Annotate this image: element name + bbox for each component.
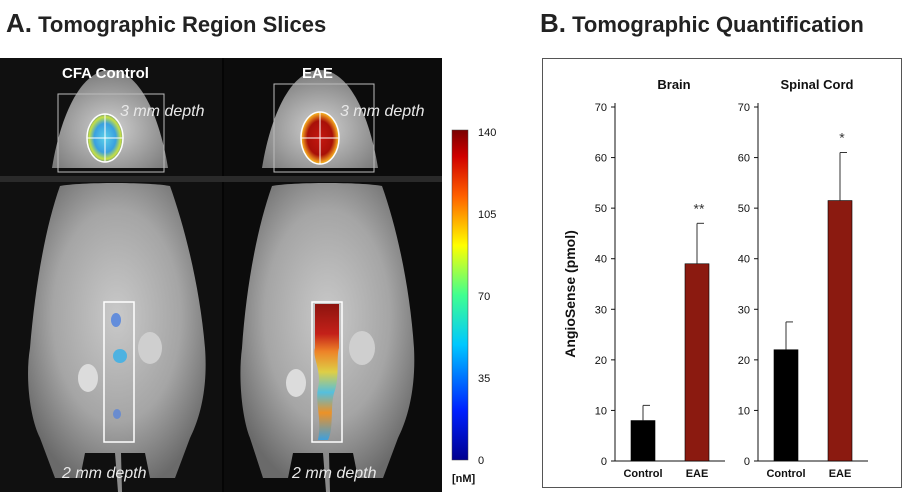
y-tick-label: 40 (738, 254, 750, 266)
y-tick-label: 50 (738, 203, 750, 215)
panel-a-title: A. Tomographic Region Slices (6, 8, 326, 39)
panel-b-title-text: Tomographic Quantification (572, 12, 864, 37)
bar-eae (827, 200, 853, 462)
control-cord-roi (103, 301, 135, 443)
chart-title-0: Brain (657, 77, 690, 92)
control-body (28, 183, 206, 492)
chart-frame: 0 10 20 30 40 50 60 70 Brain Control EAE ** AngioSen… (542, 58, 902, 488)
y-tick-label: 10 (595, 405, 607, 417)
y-tick-label: 70 (738, 102, 750, 114)
colorbar-tick-70: 70 (478, 291, 490, 303)
panel-a-letter: A. (6, 8, 32, 38)
y-tick-label: 60 (595, 153, 607, 165)
eae-depth-top: 3 mm depth (340, 103, 425, 120)
control-head (52, 70, 168, 173)
colorbar-tick-35: 35 (478, 373, 490, 385)
y-tick-label: 10 (738, 405, 750, 417)
y-tick-label: 0 (601, 456, 607, 468)
y-tick-label: 60 (738, 153, 750, 165)
bar-eae (684, 263, 710, 462)
colorbar-tick-105: 105 (478, 209, 496, 221)
y-tick-label: 20 (738, 355, 750, 367)
control-depth-top: 3 mm depth (120, 103, 205, 120)
eae-head (262, 70, 378, 173)
significance-marker: * (839, 130, 845, 146)
y-tick-label: 40 (595, 254, 607, 266)
y-tick-label: 0 (744, 456, 750, 468)
y-tick-label: 70 (595, 102, 607, 114)
eae-cord-roi (311, 301, 343, 443)
eae-label: EAE (302, 65, 333, 82)
tomography-image: CFA Control EAE 3 mm depth 3 mm depth 2 … (0, 58, 505, 492)
eae-body (240, 183, 415, 492)
eae-depth-bottom: 2 mm depth (291, 465, 377, 482)
y-tick-label: 30 (595, 304, 607, 316)
eae-cord-signal (314, 304, 339, 440)
panel-b-letter: B. (540, 8, 566, 38)
y-tick-label: 30 (738, 304, 750, 316)
control-depth-bottom: 2 mm depth (61, 465, 147, 482)
colorbar-panel (442, 122, 505, 468)
y-axis-label: AngioSense (pmol) (562, 230, 578, 358)
colorbar (451, 129, 469, 461)
category-label: EAE (829, 468, 852, 480)
category-label: Control (766, 468, 805, 480)
y-tick-label: 50 (595, 203, 607, 215)
y-tick-label: 20 (595, 355, 607, 367)
panel-a-title-text: Tomographic Region Slices (38, 12, 327, 37)
bar-charts: 0 10 20 30 40 50 60 70 Brain Control EAE ** AngioSen… (562, 77, 868, 480)
colorbar-tick-0: 0 (478, 455, 484, 467)
category-label: EAE (686, 468, 709, 480)
bar-control (773, 349, 799, 462)
significance-marker: ** (694, 200, 705, 216)
colorbar-tick-140: 140 (478, 127, 496, 139)
category-label: Control (623, 468, 662, 480)
bar-control (630, 420, 656, 462)
control-label: CFA Control (62, 65, 149, 82)
colorbar-unit: [nM] (452, 473, 476, 485)
chart-title-1: Spinal Cord (781, 77, 854, 92)
panel-b-title: B. Tomographic Quantification (540, 8, 864, 39)
